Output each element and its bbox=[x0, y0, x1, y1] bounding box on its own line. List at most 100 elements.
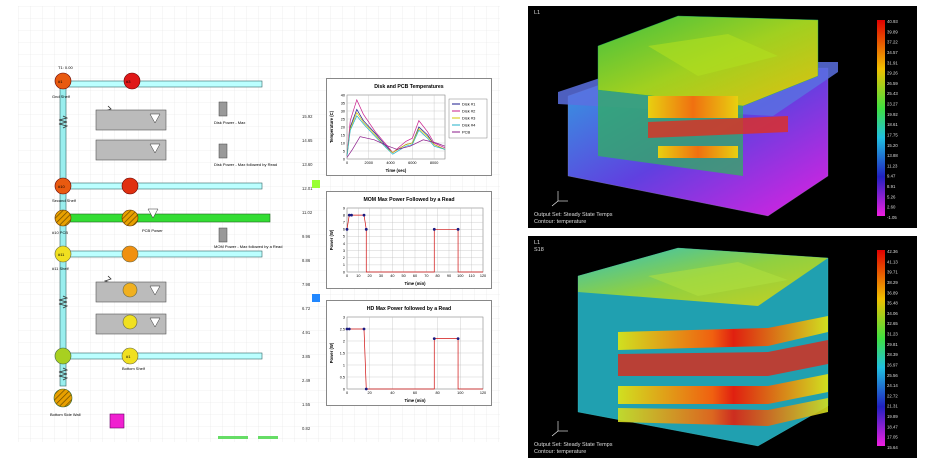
color-scale-value: 17.75 bbox=[887, 132, 898, 137]
node-top-shelf[interactable] bbox=[123, 72, 141, 90]
scale-value: 12.01 bbox=[302, 186, 313, 191]
scale-value: 15.92 bbox=[302, 114, 313, 119]
power-source-icon bbox=[218, 101, 228, 117]
color-scale-value: 28.39 bbox=[887, 352, 898, 357]
accent-bar bbox=[258, 436, 278, 439]
x-tick-label: 80 bbox=[436, 274, 440, 278]
y-tick-label: 40 bbox=[341, 93, 345, 97]
bottom-wall-label: Bottom Side Wall bbox=[50, 412, 81, 417]
fea-render-top: 40.93 39.89 37.22 34.57 31.91 29.26 26.59 25.43… bbox=[551, 15, 898, 220]
color-scale-value: 11.23 bbox=[887, 163, 898, 168]
y-tick-label: 4 bbox=[343, 242, 345, 246]
node-shelf-11-right[interactable] bbox=[121, 245, 139, 263]
x-tick-label: 100 bbox=[457, 391, 463, 395]
y-axis-label: Power (W) bbox=[329, 229, 334, 250]
data-point bbox=[347, 213, 351, 217]
color-scale-value: 25.56 bbox=[887, 373, 898, 378]
legend-entry: Disk #1 bbox=[462, 102, 476, 107]
fea-lid-pattern bbox=[648, 262, 788, 296]
y-tick-label: 5 bbox=[343, 149, 345, 153]
color-scale-value: 22.72 bbox=[887, 393, 898, 398]
node-pcb-right[interactable] bbox=[121, 209, 139, 227]
legend-entry: Disk #2 bbox=[462, 109, 476, 114]
x-tick-label: 0 bbox=[346, 274, 348, 278]
data-point bbox=[432, 337, 436, 340]
x-tick-label: 40 bbox=[390, 274, 394, 278]
x-axis-label: Time (sec) bbox=[386, 168, 407, 173]
color-scale-value: 26.59 bbox=[887, 81, 898, 86]
pcb-power-label: PCB Power bbox=[142, 228, 163, 233]
x-tick-label: 110 bbox=[469, 274, 475, 278]
x-tick-label: 0 bbox=[346, 161, 348, 165]
node-second-shelf[interactable] bbox=[54, 177, 72, 195]
mom-power-label: MOM Power - Max followed by a Read bbox=[214, 244, 282, 249]
data-point bbox=[456, 227, 460, 231]
x-axis-label: Time (min) bbox=[404, 398, 426, 403]
color-scale-value: 5.26 bbox=[887, 194, 896, 199]
y-tick-label: 25 bbox=[341, 117, 345, 121]
x-tick-label: 4000 bbox=[386, 161, 394, 165]
x-tick-label: 20 bbox=[368, 274, 372, 278]
fea-heat-bar bbox=[618, 340, 828, 376]
node-name: Gnd Shelf bbox=[52, 94, 71, 99]
y-tick-label: 0.5 bbox=[340, 375, 345, 379]
fea-heat-bar bbox=[618, 374, 828, 404]
node-bottom-side-wall[interactable] bbox=[53, 388, 73, 408]
node-pcb[interactable] bbox=[54, 209, 72, 227]
color-scale-value: 39.71 bbox=[887, 270, 898, 275]
color-scale-value: 32.65 bbox=[887, 321, 898, 326]
color-scale-value: 37.22 bbox=[887, 40, 898, 45]
scale-value: 2.49 bbox=[302, 378, 311, 383]
scale-svg: 15.92 14.65 13.60 12.01 11.02 9.96 8.86 7.98 6.7… bbox=[302, 114, 320, 431]
scale-value: 4.91 bbox=[302, 330, 311, 335]
node-second-shelf-right[interactable] bbox=[121, 177, 139, 195]
x-tick-label: 40 bbox=[390, 391, 394, 395]
color-scale-value: 31.91 bbox=[887, 60, 898, 65]
node-name: Second Shelf bbox=[52, 198, 77, 203]
node-label: #11 bbox=[58, 252, 65, 257]
data-point bbox=[362, 327, 366, 331]
scale-value: 3.85 bbox=[302, 354, 311, 359]
color-scale-value: 15.64 bbox=[887, 445, 898, 450]
disk-power-read-label: Disk Power - Max followed by Read bbox=[214, 162, 277, 167]
contour-caption: Contour: temperature bbox=[534, 219, 587, 225]
y-tick-label: 1 bbox=[343, 363, 345, 367]
y-tick-label: 35 bbox=[341, 101, 345, 105]
fea-heat-bar bbox=[648, 96, 738, 118]
y-tick-label: 0 bbox=[343, 387, 345, 391]
color-scale-value: 36.89 bbox=[887, 290, 898, 295]
output-set-caption: Output Set: Steady State Temps bbox=[534, 442, 613, 448]
color-scale-value: 2.60 bbox=[887, 205, 896, 210]
node-bottom-shelf[interactable] bbox=[54, 347, 72, 365]
conductor-bar bbox=[63, 352, 263, 360]
y-tick-label: 8 bbox=[343, 213, 345, 217]
fea-view-top: 40.93 39.89 37.22 34.57 31.91 29.26 26.59 25.43… bbox=[528, 6, 917, 228]
node-gnd-shelf[interactable] bbox=[54, 72, 72, 90]
x-tick-label: 120 bbox=[480, 391, 486, 395]
color-scale-value: 38.29 bbox=[887, 280, 898, 285]
fea-render-bottom: 42.36 41.13 39.71 38.29 36.89 35.48 34.06 32.65… bbox=[551, 247, 898, 450]
node-disk-2[interactable] bbox=[122, 314, 138, 330]
legend-entry: PCB bbox=[462, 130, 471, 135]
x-tick-label: 30 bbox=[379, 274, 383, 278]
y-tick-label: 1 bbox=[343, 263, 345, 267]
x-tick-label: 50 bbox=[402, 274, 406, 278]
y-tick-label: 2 bbox=[343, 256, 345, 260]
node-boundary[interactable] bbox=[109, 413, 125, 429]
y-tick-label: 10 bbox=[341, 141, 345, 145]
fea-heat-bar bbox=[658, 146, 738, 158]
power-source-icon bbox=[218, 227, 228, 243]
color-scale-value: 25.43 bbox=[887, 91, 898, 96]
y-tick-label: 3 bbox=[343, 315, 345, 319]
series-line bbox=[346, 136, 446, 158]
node-shelf-11[interactable] bbox=[54, 245, 72, 263]
node-bottom-shelf-right[interactable] bbox=[121, 347, 139, 365]
node-disk-1[interactable] bbox=[122, 282, 138, 298]
y-tick-label: 3 bbox=[343, 249, 345, 253]
view-label: L1 bbox=[534, 240, 541, 246]
data-point bbox=[364, 387, 368, 391]
color-scale-labels: 40.93 39.89 37.22 34.57 31.91 29.26 26.59 25.43… bbox=[887, 19, 898, 220]
series-line bbox=[346, 115, 446, 156]
series-line bbox=[346, 111, 446, 156]
